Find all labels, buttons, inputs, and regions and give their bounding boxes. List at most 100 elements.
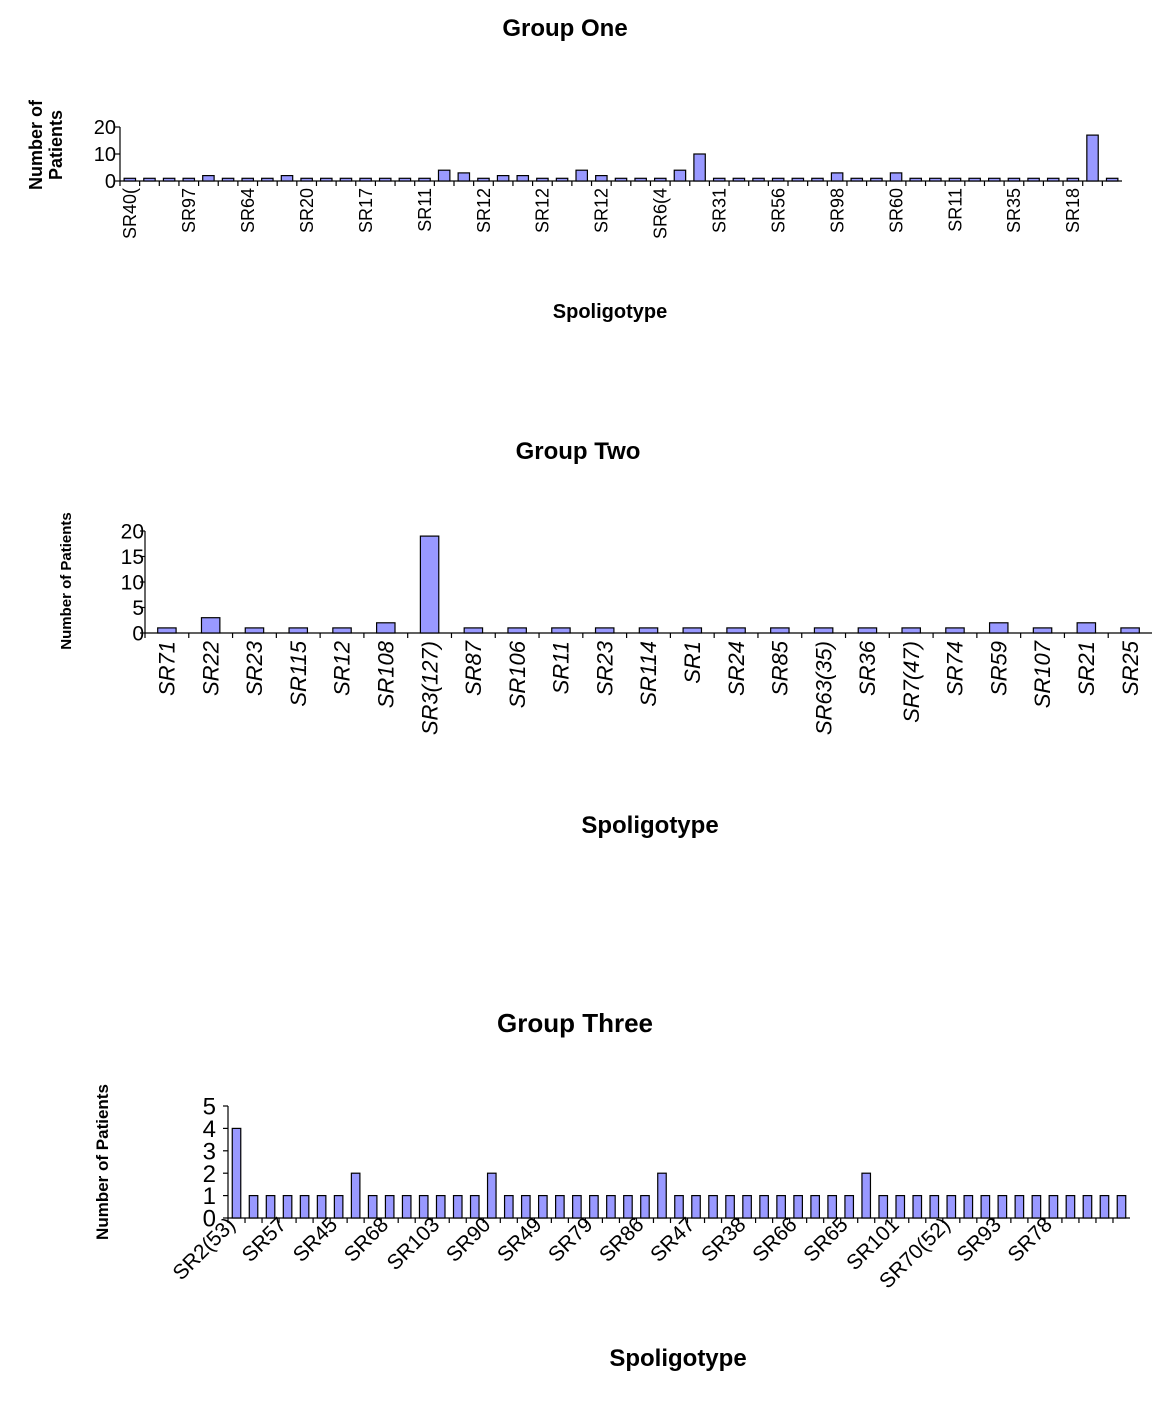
chart-group-2: Group Two Number of Patients Spoligotype 0 5…	[58, 438, 1152, 839]
bar	[575, 169, 589, 182]
bar	[712, 177, 726, 182]
x-tick-label: SR11	[415, 188, 435, 232]
x-tick-label: SR45	[289, 1213, 342, 1266]
bar	[623, 1194, 633, 1219]
bar	[319, 177, 333, 182]
bar	[589, 1194, 599, 1219]
bar	[793, 1194, 803, 1219]
bar	[332, 627, 352, 634]
x-tick-label: SR20	[297, 188, 317, 233]
bar	[606, 1194, 616, 1219]
bar	[123, 177, 137, 182]
x-tick-label: SR1	[680, 641, 705, 684]
bar	[945, 627, 965, 634]
y-tick-label: 0	[203, 1206, 216, 1233]
bar	[200, 617, 221, 634]
x-tick-label: SR25	[1118, 640, 1143, 696]
x-tick-label: SR7(47)	[899, 641, 924, 723]
x-tick-label: SR11	[549, 641, 574, 694]
x-tick-label: SR86	[595, 1213, 648, 1266]
bar	[742, 1194, 752, 1219]
bar	[437, 169, 451, 182]
bar	[1032, 627, 1053, 634]
x-tick-label: SR63(35)	[811, 641, 836, 735]
x-tick-label: SR35	[1004, 188, 1024, 233]
x-tick-label: SR12	[330, 641, 355, 696]
bar	[359, 177, 372, 182]
bar	[401, 1194, 412, 1219]
bar	[202, 175, 215, 182]
bar	[520, 1194, 531, 1219]
y-tick-label: 4	[203, 1116, 216, 1143]
x-tick-label: SR31	[710, 188, 730, 233]
bar	[673, 169, 687, 182]
x-tick-label: SR93	[952, 1213, 1005, 1266]
bar	[657, 1172, 667, 1219]
x-tick-label: SR87	[461, 640, 486, 696]
y-tick-label: 10	[94, 144, 116, 166]
x-tick-label: SR18	[1063, 188, 1083, 233]
y-tick-label: 0	[105, 171, 116, 193]
chart-title: Group Two	[516, 438, 641, 465]
bar	[221, 177, 235, 182]
x-tick-label: SR24	[724, 641, 749, 696]
bar	[469, 1194, 480, 1219]
chart-title: Group Three	[497, 1008, 653, 1038]
bar	[398, 177, 412, 182]
y-axis-label: Number of Patients	[58, 512, 75, 650]
bar	[594, 627, 615, 634]
x-tick-label: SR66	[748, 1213, 801, 1266]
x-tick-label: SR74	[943, 641, 968, 696]
chart-title: Group One	[502, 15, 627, 42]
bar	[827, 1194, 838, 1219]
bar	[997, 1194, 1008, 1219]
bar	[1099, 1194, 1110, 1219]
x-tick-label: SR79	[544, 1213, 597, 1266]
x-tick-label: SR114	[636, 641, 661, 707]
bar	[280, 175, 294, 182]
bar	[536, 177, 549, 182]
bar	[555, 177, 569, 182]
x-axis-label: Spoligotype	[581, 812, 718, 839]
bar	[572, 1194, 582, 1219]
bar	[861, 1172, 872, 1219]
x-tick-label: SR23	[592, 640, 617, 696]
bar	[674, 1194, 684, 1219]
x-tick-label: SR115	[286, 640, 311, 706]
y-tick-label: 20	[94, 117, 116, 139]
bar	[503, 1194, 514, 1219]
bar	[182, 177, 196, 182]
y-tick-label: 5	[203, 1094, 216, 1121]
bar	[811, 177, 824, 182]
bar	[693, 153, 706, 182]
bar	[376, 622, 396, 634]
bar	[1014, 1194, 1025, 1219]
bar	[384, 1194, 395, 1219]
bar	[776, 1194, 786, 1219]
bar	[878, 1194, 889, 1219]
bar	[1105, 177, 1119, 182]
bar	[162, 177, 176, 182]
y-axis-label-line: Patients	[46, 110, 66, 180]
bar	[1116, 1194, 1127, 1219]
bar	[726, 627, 746, 634]
x-axis-label: Spoligotype	[609, 1345, 746, 1372]
x-tick-label: SR71	[155, 641, 180, 696]
bar	[708, 1194, 718, 1219]
bar	[889, 172, 903, 182]
x-tick-label: SR60	[886, 188, 906, 233]
bar	[980, 1194, 991, 1219]
bar	[537, 1194, 548, 1219]
y-axis-label: Number of Patients	[93, 1084, 112, 1240]
bar	[1007, 177, 1021, 182]
bar	[282, 1194, 293, 1219]
bar	[770, 627, 790, 634]
bar	[435, 1194, 446, 1219]
chart-group-1: Group One Number ofPatients Spoligotype 0 10…	[26, 15, 1122, 323]
bar	[419, 535, 440, 634]
bar	[968, 177, 981, 182]
y-tick-label: 10	[121, 572, 144, 595]
bar	[1027, 177, 1040, 182]
x-tick-label: SR64	[238, 188, 258, 233]
